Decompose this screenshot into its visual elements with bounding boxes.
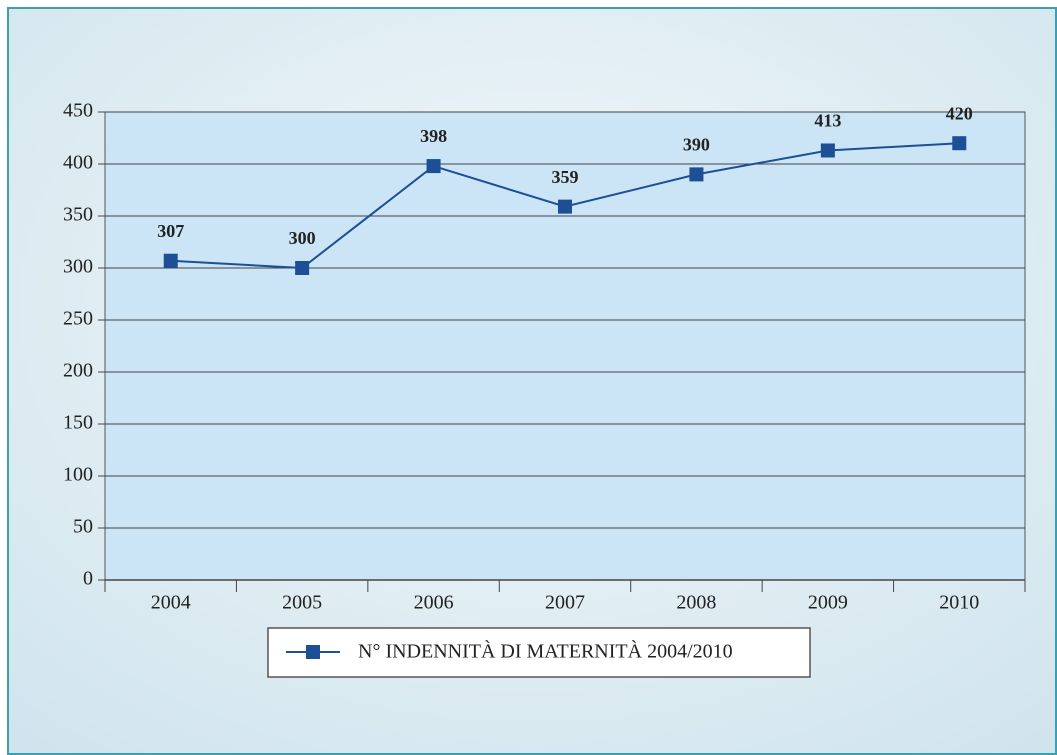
x-tick-label: 2007	[545, 592, 585, 614]
y-tick-label: 150	[63, 412, 93, 434]
data-label: 390	[683, 135, 710, 155]
data-label: 359	[552, 167, 579, 187]
marker	[295, 261, 310, 275]
marker	[558, 199, 572, 214]
legend-label: N° INDENNITÀ DI MATERNITÀ 2004/2010	[358, 640, 733, 663]
x-tick-label: 2006	[414, 592, 454, 614]
y-tick-label: 250	[63, 308, 93, 330]
data-label: 300	[289, 228, 316, 248]
x-tick-label: 2010	[939, 592, 979, 614]
data-label: 413	[814, 111, 841, 131]
data-label: 398	[420, 126, 447, 146]
y-tick-label: 350	[63, 204, 93, 226]
x-tick-label: 2005	[282, 592, 322, 614]
y-tick-label: 50	[73, 516, 93, 538]
x-tick-label: 2009	[808, 592, 848, 614]
marker	[820, 143, 835, 158]
y-tick-label: 200	[63, 360, 93, 382]
marker	[952, 136, 967, 151]
y-tick-label: 450	[63, 100, 93, 122]
legend-marker	[306, 645, 320, 659]
marker	[163, 253, 178, 268]
data-label: 420	[946, 103, 973, 123]
x-tick-label: 2004	[151, 592, 191, 614]
data-label: 307	[157, 221, 184, 241]
y-tick-label: 400	[63, 152, 93, 174]
legend-box	[267, 627, 811, 678]
y-tick-label: 100	[63, 464, 93, 486]
y-tick-label: 0	[83, 568, 93, 590]
x-tick-label: 2008	[676, 592, 716, 614]
marker	[426, 159, 441, 174]
y-tick-label: 300	[63, 256, 93, 278]
marker	[689, 167, 704, 182]
